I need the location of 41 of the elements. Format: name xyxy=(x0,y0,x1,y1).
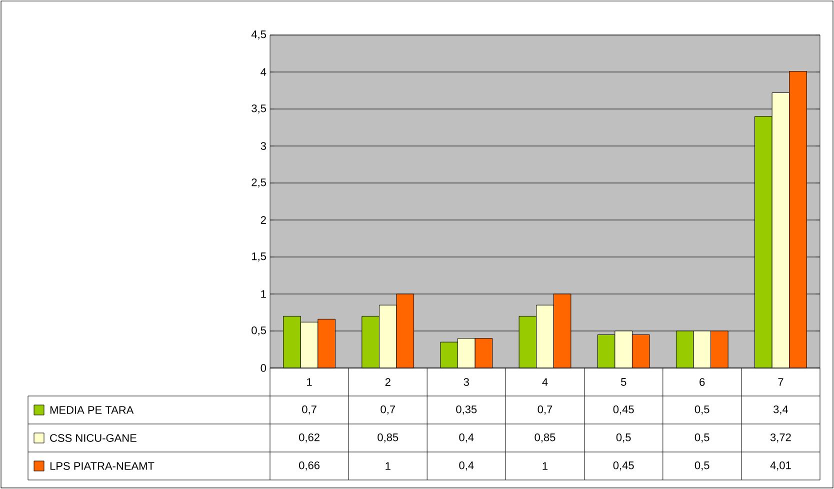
data-label: 0,85 xyxy=(378,433,398,443)
legend-label: MEDIA PE TARA xyxy=(50,406,134,414)
data-label: 0,5 xyxy=(694,405,710,415)
data-label: 0,62 xyxy=(299,433,320,443)
data-label: 0,35 xyxy=(456,405,477,415)
x-tick-label: 6 xyxy=(700,378,705,386)
x-tick-label: 1 xyxy=(307,378,312,386)
x-tick-label: 5 xyxy=(620,378,626,386)
data-label: 1 xyxy=(542,462,548,470)
data-label: 0,4 xyxy=(459,461,474,471)
y-tick-label: 2 xyxy=(260,216,266,224)
y-tick-label: 3,5 xyxy=(252,104,266,114)
data-label: 0,45 xyxy=(613,461,634,471)
data-label: 0,45 xyxy=(613,405,634,415)
y-tick-label: 4 xyxy=(260,68,266,76)
y-tick-label: 4,5 xyxy=(251,30,266,40)
legend-label: CSS NICU-GANE xyxy=(50,434,136,442)
data-label: 0,5 xyxy=(694,461,710,471)
data-label: 0,5 xyxy=(616,433,631,443)
legend-label: LPS PIATRA-NEAMT xyxy=(50,462,154,470)
x-tick-label: 7 xyxy=(778,378,784,386)
data-label: 0,7 xyxy=(302,405,316,415)
y-tick-label: 0 xyxy=(260,364,266,372)
x-tick-label: 2 xyxy=(385,378,390,386)
y-tick-label: 1 xyxy=(261,290,266,298)
x-tick-label: 4 xyxy=(542,378,548,386)
x-tick-label: 3 xyxy=(464,378,469,386)
data-label: 0,66 xyxy=(299,461,320,471)
data-label: 0,4 xyxy=(459,433,474,443)
y-tick-label: 2,5 xyxy=(252,178,266,188)
data-label: 3,4 xyxy=(773,405,788,415)
data-label: 0,85 xyxy=(534,433,556,443)
y-tick-label: 1,5 xyxy=(252,252,266,262)
data-label: 4,01 xyxy=(770,461,791,471)
data-label: 1 xyxy=(386,462,390,470)
data-label: 0,5 xyxy=(694,433,710,443)
y-tick-label: 0,5 xyxy=(252,326,266,336)
data-label: 0,7 xyxy=(380,405,396,415)
y-tick-label: 3 xyxy=(260,142,266,150)
data-label: 0,7 xyxy=(538,405,552,415)
data-label: 3,72 xyxy=(770,433,791,443)
